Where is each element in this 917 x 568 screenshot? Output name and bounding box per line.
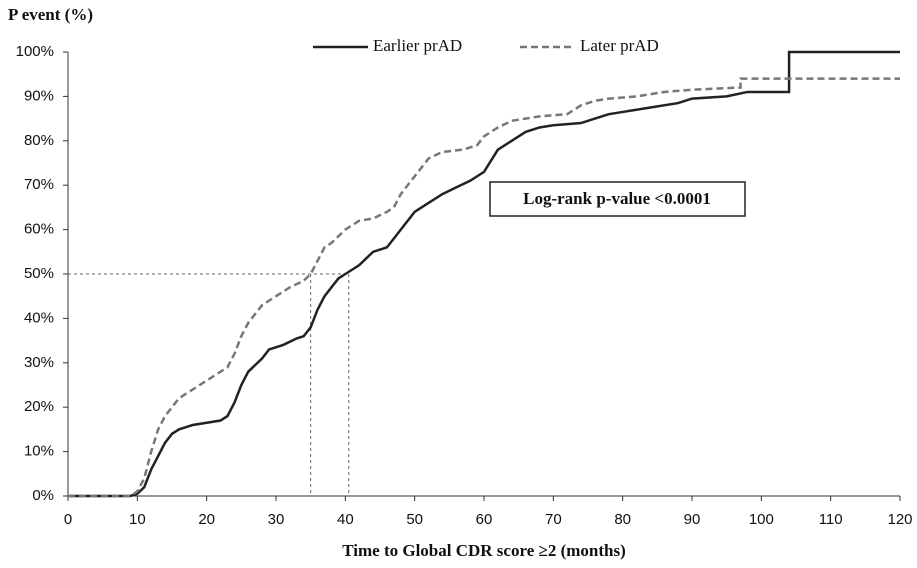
y-tick-label: 70% — [24, 176, 54, 193]
x-tick-label: 0 — [64, 511, 72, 528]
x-tick-label: 110 — [819, 511, 843, 528]
y-tick-label: 50% — [24, 265, 54, 282]
x-tick-label: 80 — [614, 511, 631, 528]
y-tick-label: 10% — [24, 443, 54, 460]
x-tick-label: 70 — [545, 511, 562, 528]
y-tick-label: 100% — [16, 43, 54, 60]
x-tick-label: 120 — [887, 511, 912, 528]
x-tick-label: 50 — [406, 511, 423, 528]
y-tick-label: 20% — [24, 398, 54, 415]
y-tick-label: 60% — [24, 221, 54, 238]
x-axis-title: Time to Global CDR score ≥2 (months) — [342, 541, 626, 560]
y-tick-label: 0% — [32, 487, 54, 504]
annotation: Log-rank p-value <0.0001 — [523, 189, 711, 208]
x-tick-label: 40 — [337, 511, 354, 528]
y-axis-title: P event (%) — [8, 5, 93, 24]
series-line — [68, 77, 900, 498]
x-tick-label: 30 — [268, 511, 285, 528]
y-tick-label: 80% — [24, 132, 54, 149]
x-tick-label: 100 — [749, 511, 774, 528]
y-tick-label: 30% — [24, 354, 54, 371]
legend-label: Later prAD — [580, 36, 659, 55]
y-tick-label: 90% — [24, 87, 54, 104]
x-tick-label: 20 — [198, 511, 215, 528]
x-tick-label: 60 — [476, 511, 493, 528]
annotation-box — [489, 181, 746, 217]
x-tick-label: 90 — [684, 511, 701, 528]
legend-label: Earlier prAD — [373, 36, 462, 55]
x-tick-label: 10 — [129, 511, 146, 528]
series-line — [68, 50, 900, 498]
y-tick-label: 40% — [24, 309, 54, 326]
